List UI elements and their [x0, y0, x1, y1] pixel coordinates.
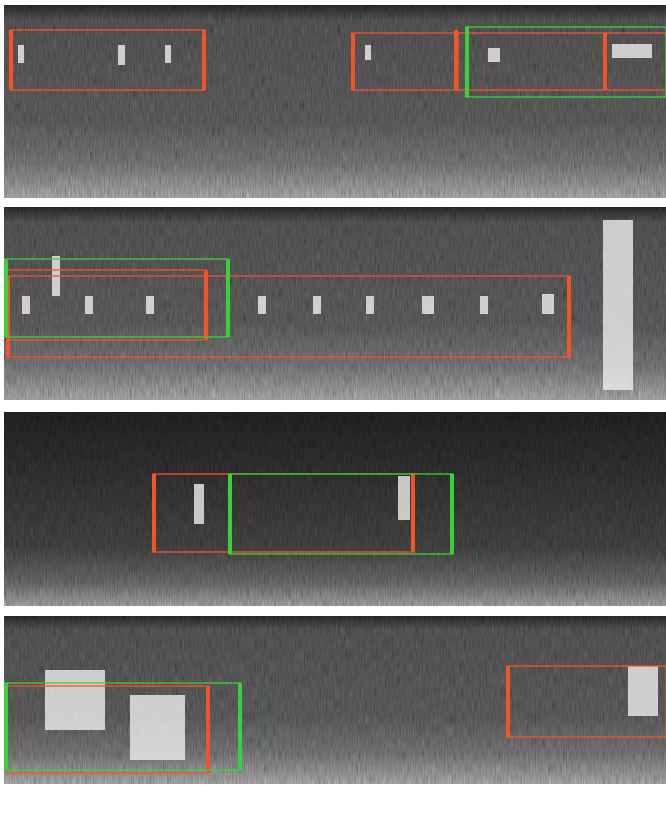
- calls: [18, 44, 658, 760]
- spectrogram-panel: [4, 5, 666, 198]
- spectrogram-panel: [4, 207, 666, 400]
- detection-boxes: [4, 26, 666, 774]
- spectrogram-panel: [4, 412, 666, 606]
- spectrogram-panel: [4, 616, 666, 784]
